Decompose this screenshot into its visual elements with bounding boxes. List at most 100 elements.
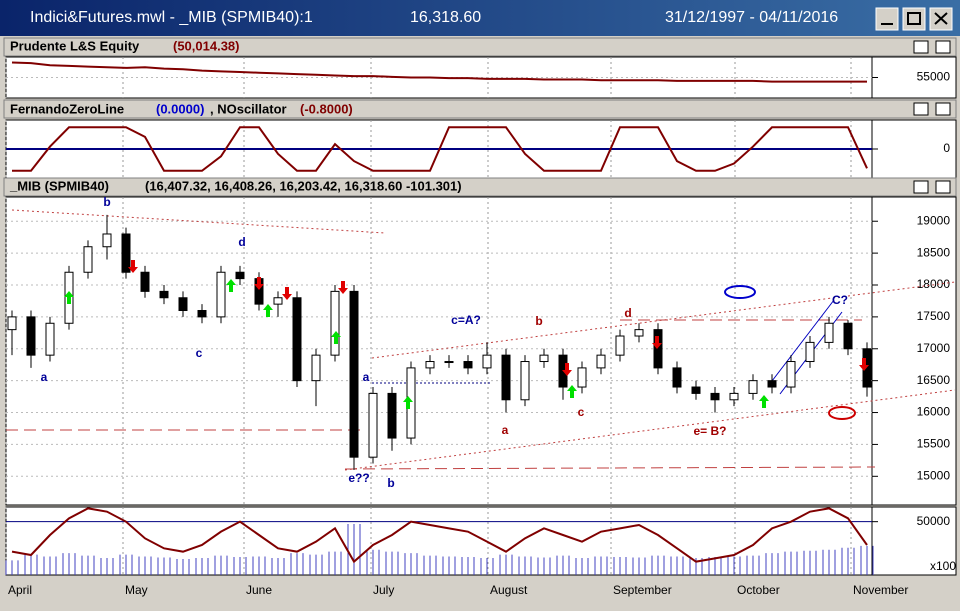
candle-body: [520, 361, 530, 401]
candle-body: [615, 335, 625, 356]
marker-ellipse: [724, 285, 756, 299]
signal-arrow: [226, 279, 236, 292]
indicator-line: [12, 126, 868, 172]
signal-arrow: [338, 281, 348, 294]
candle-body: [178, 297, 188, 312]
wave-label: d: [238, 235, 245, 249]
y-tick-label: 15500: [917, 437, 951, 451]
candle-body: [501, 354, 511, 401]
y-tick-label: 19000: [917, 213, 951, 227]
candle-body: [216, 271, 226, 318]
x-tick-label: June: [246, 583, 272, 597]
candle-body: [121, 233, 131, 273]
candle-body: [482, 354, 492, 369]
signal-arrow: [562, 363, 572, 376]
candle-body: [653, 329, 663, 369]
candle-body: [45, 322, 55, 356]
signal-arrow: [652, 336, 662, 349]
panel-button: [913, 102, 929, 116]
x-tick-label: July: [373, 583, 394, 597]
trendline: [11, 209, 386, 234]
wave-label: a: [502, 423, 509, 437]
panel-button: [935, 40, 951, 54]
panel-header: [3, 99, 957, 119]
wave-label: c: [196, 346, 203, 360]
minimize[interactable]: [875, 7, 899, 31]
panel-value: (-0.8000): [300, 101, 353, 116]
candle-body: [444, 361, 454, 364]
signal-arrow: [403, 396, 413, 409]
candle-body: [83, 246, 93, 273]
candle-body: [748, 380, 758, 394]
panel-value: (0.0000): [156, 101, 204, 116]
candle-body: [368, 392, 378, 458]
panel-button: [913, 180, 929, 194]
y-tick-label: 17500: [917, 309, 951, 323]
candle-body: [349, 290, 359, 458]
window-title: Indici&Futures.mwl - _MIB (SPMIB40):1: [30, 9, 313, 26]
candle-body: [539, 354, 549, 363]
candle-body: [292, 297, 302, 382]
candle-body: [159, 290, 169, 299]
panel-value: (16,407.32, 16,408.26, 16,203.42, 16,318…: [145, 178, 462, 193]
title-bar: [0, 0, 960, 36]
panel-button: [935, 102, 951, 116]
x-tick-label: May: [125, 583, 148, 597]
axis-area: [871, 119, 957, 179]
panel-header: [3, 37, 957, 57]
unit-label: x100: [930, 559, 956, 573]
signal-arrow: [254, 277, 264, 290]
y-tick-label: 55000: [917, 70, 951, 84]
wave-label: c: [578, 405, 585, 419]
wave-label: b: [387, 476, 394, 490]
y-tick-label: 18000: [917, 277, 951, 291]
candle-body: [140, 271, 150, 292]
y-tick-label: 16500: [917, 373, 951, 387]
signal-arrow: [128, 260, 138, 273]
candle-body: [273, 297, 283, 305]
y-tick-label: 18500: [917, 245, 951, 259]
plot-area: [5, 196, 873, 506]
indicator-line: [11, 61, 867, 83]
date-range: 31/12/1997 - 04/11/2016: [665, 9, 838, 26]
indicator-line: [11, 507, 868, 564]
wave-label: a: [41, 370, 48, 384]
signal-arrow: [331, 331, 341, 344]
signal-arrow: [859, 358, 869, 371]
candle-body: [805, 341, 815, 363]
y-tick-label: 50000: [917, 514, 951, 528]
plot-area: [5, 506, 873, 576]
wave-label: e??: [348, 471, 369, 485]
signal-arrow: [64, 291, 74, 304]
signal-arrow: [282, 287, 292, 300]
y-tick-label: 15000: [917, 468, 951, 482]
candle-body: [691, 386, 701, 394]
candle-body: [710, 392, 720, 401]
candle-body: [197, 310, 207, 318]
wave-label: d: [624, 306, 631, 320]
window-buttons[interactable]: [875, 7, 953, 31]
signal-arrow: [759, 395, 769, 408]
signal-arrow: [263, 304, 273, 317]
candle-body: [672, 367, 682, 388]
candle-body: [330, 290, 340, 356]
candle-body: [786, 361, 796, 388]
candle-body: [824, 322, 834, 343]
wave-label: C?: [832, 293, 848, 307]
candle-body: [463, 361, 473, 369]
panel-name: _MIB (SPMIB40): [9, 178, 109, 193]
candle-body: [767, 380, 777, 388]
maximize[interactable]: [902, 7, 926, 31]
panel-button: [935, 180, 951, 194]
x-tick-label: August: [490, 583, 528, 597]
last-price: 16,318.60: [410, 9, 481, 26]
wave-label: b: [103, 195, 110, 209]
candle-body: [387, 392, 397, 439]
candle-body: [7, 316, 17, 331]
candle-body: [843, 322, 853, 350]
x-tick-label: April: [8, 583, 32, 597]
candle-body: [311, 354, 321, 382]
candle-body: [596, 354, 606, 369]
wave-label: b: [535, 314, 542, 328]
